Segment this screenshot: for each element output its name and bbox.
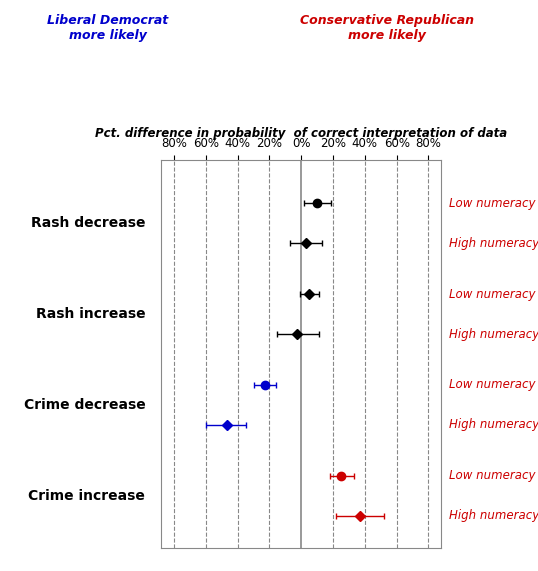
Text: Crime decrease: Crime decrease bbox=[24, 398, 145, 412]
Text: Conservative Republican
more likely: Conservative Republican more likely bbox=[300, 14, 475, 42]
Text: High numeracy: High numeracy bbox=[449, 328, 538, 340]
Text: Crime increase: Crime increase bbox=[29, 489, 145, 502]
Text: High numeracy: High numeracy bbox=[449, 419, 538, 431]
Text: Low numeracy: Low numeracy bbox=[449, 379, 536, 391]
Text: High numeracy: High numeracy bbox=[449, 509, 538, 522]
Text: Liberal Democrat
more likely: Liberal Democrat more likely bbox=[47, 14, 168, 42]
Text: Low numeracy: Low numeracy bbox=[449, 469, 536, 482]
Text: Low numeracy: Low numeracy bbox=[449, 197, 536, 210]
Text: High numeracy: High numeracy bbox=[449, 237, 538, 250]
Text: Rash decrease: Rash decrease bbox=[31, 216, 145, 230]
Text: Pct. difference in probability  of correct interpretation of data: Pct. difference in probability of correc… bbox=[95, 127, 507, 140]
Text: Low numeracy: Low numeracy bbox=[449, 288, 536, 301]
Text: Rash increase: Rash increase bbox=[36, 307, 145, 321]
